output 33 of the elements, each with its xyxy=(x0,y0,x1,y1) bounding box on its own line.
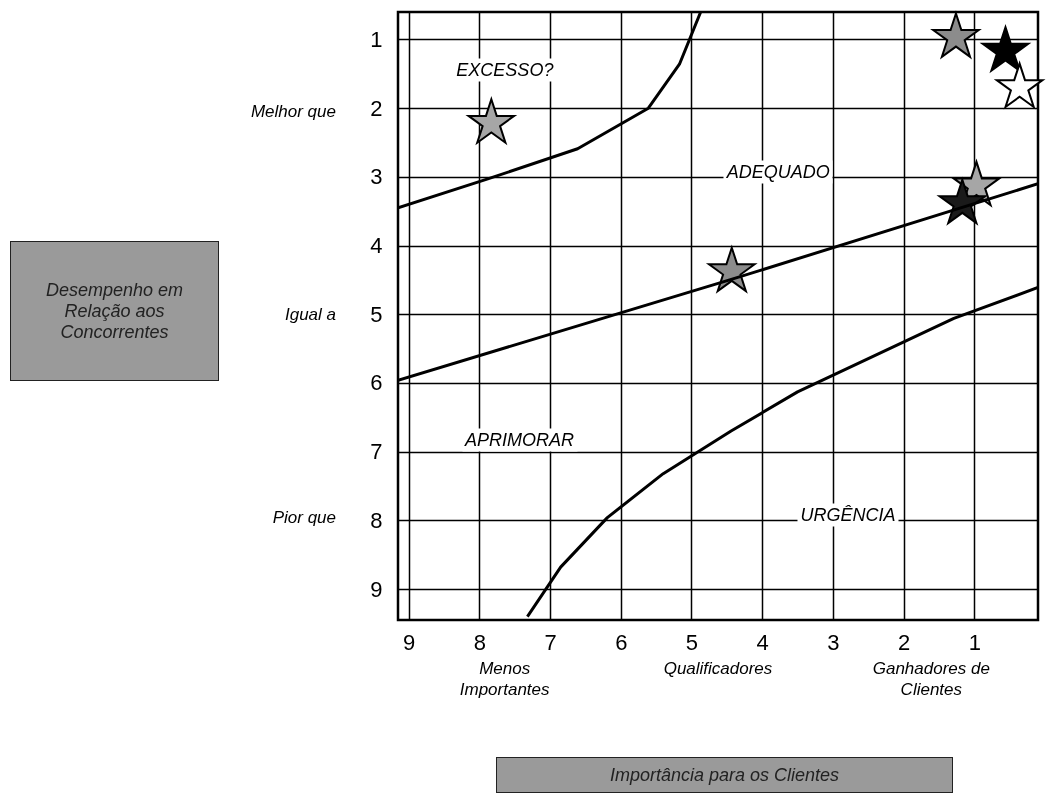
y-tick-label: 8 xyxy=(370,507,383,533)
y-tick-label: 7 xyxy=(370,439,383,465)
annotation: EXCESSO? xyxy=(453,58,557,82)
y-tick-label: 2 xyxy=(370,95,383,121)
point xyxy=(994,60,1046,110)
x-tick-label: 8 xyxy=(473,629,486,655)
text: Menos Importantes xyxy=(458,658,551,700)
x-tick-label: 2 xyxy=(898,629,911,655)
annotation: ADEQUADO xyxy=(723,160,833,184)
text: Qualificadores xyxy=(662,658,774,679)
y-tick-label: 3 xyxy=(370,164,383,190)
point xyxy=(465,96,517,146)
text: Melhor que xyxy=(250,102,336,123)
annotation: URGÊNCIA xyxy=(797,503,899,527)
text: Igual a xyxy=(284,305,336,325)
y-tick-label: 5 xyxy=(370,301,383,327)
x-tick-label: 7 xyxy=(544,629,557,655)
annotation: APRIMORAR xyxy=(462,428,578,452)
text: Importância para os Clientes xyxy=(496,757,953,793)
text: Pior que xyxy=(272,507,336,528)
x-tick-label: 9 xyxy=(402,629,416,655)
x-tick-label: 5 xyxy=(685,629,699,655)
x-tick-label: 6 xyxy=(615,629,628,655)
y-tick-label: 6 xyxy=(370,370,383,396)
point xyxy=(979,24,1032,74)
x-tick-label: 1 xyxy=(968,629,981,655)
y-tick-label: 9 xyxy=(370,576,383,602)
y-tick-label: 1 xyxy=(370,26,383,52)
y-tick-label: 4 xyxy=(370,233,383,259)
x-tick-label: 4 xyxy=(756,629,769,655)
x-tick-label: 3 xyxy=(827,629,840,655)
text: Desempenho em Relação aos Concorrentes xyxy=(10,241,219,381)
text: Ganhadores de Clientes xyxy=(871,658,991,700)
